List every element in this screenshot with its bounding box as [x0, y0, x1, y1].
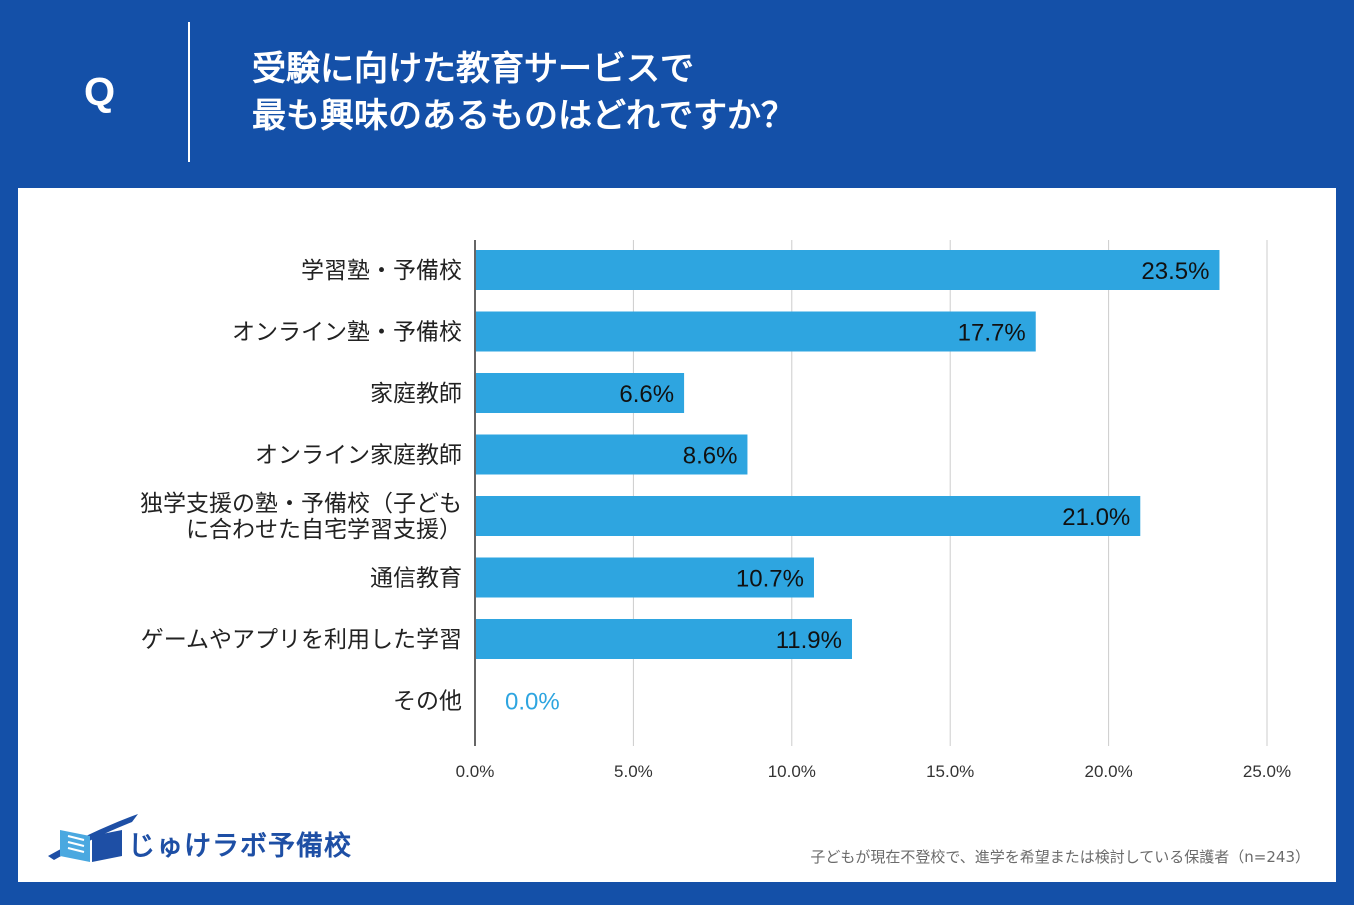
- category-label: オンライン家庭教師: [255, 443, 462, 469]
- data-label: 17.7%: [958, 320, 1026, 347]
- x-tick-label: 25.0%: [1243, 762, 1291, 781]
- header-divider: [188, 22, 190, 162]
- category-label: に合わせた自宅学習支援）: [186, 517, 462, 543]
- category-label: ゲームやアプリを利用した学習: [141, 627, 462, 653]
- bar: [476, 373, 685, 413]
- bar: [476, 496, 1141, 536]
- x-tick-label: 10.0%: [768, 762, 816, 781]
- bar: [476, 250, 1220, 290]
- category-label: オンライン塾・予備校: [232, 320, 462, 346]
- header: Q 受験に向けた教育サービスで 最も興味のあるものはどれですか？: [0, 0, 1354, 188]
- category-label: 通信教育: [370, 566, 462, 592]
- bar: [476, 557, 814, 598]
- data-label: 11.9%: [776, 627, 842, 654]
- x-tick-label: 15.0%: [926, 762, 974, 781]
- data-label: 23.5%: [1141, 258, 1209, 285]
- footnote: 子どもが現在不登校で、進学を希望または検討している保護者（n=243）: [810, 848, 1310, 866]
- x-tick-label: 5.0%: [614, 762, 653, 781]
- x-tick-label: 0.0%: [456, 762, 495, 781]
- bar: [476, 311, 1036, 352]
- bar: [476, 434, 748, 475]
- category-label: その他: [393, 689, 462, 715]
- data-label: 21.0%: [1062, 504, 1130, 531]
- question-title: 受験に向けた教育サービスで 最も興味のあるものはどれですか？: [252, 46, 795, 140]
- data-label: 0.0%: [505, 689, 560, 716]
- logo-book-icon: [48, 814, 138, 862]
- question-line-2: 最も興味のあるものはどれですか？: [252, 96, 795, 136]
- question-line-1: 受験に向けた教育サービスで: [252, 49, 694, 89]
- question-mark: Q: [84, 70, 116, 114]
- category-label: 独学支援の塾・予備校（子ども: [140, 491, 462, 517]
- category-label: 学習塾・予備校: [301, 258, 462, 284]
- category-label: 家庭教師: [370, 381, 462, 407]
- data-label: 8.6%: [683, 443, 738, 470]
- bar: [476, 619, 852, 659]
- logo-text: じゅけラボ予備校: [128, 831, 352, 862]
- data-label: 6.6%: [619, 381, 674, 408]
- x-tick-label: 20.0%: [1084, 762, 1132, 781]
- data-label: 10.7%: [736, 566, 804, 593]
